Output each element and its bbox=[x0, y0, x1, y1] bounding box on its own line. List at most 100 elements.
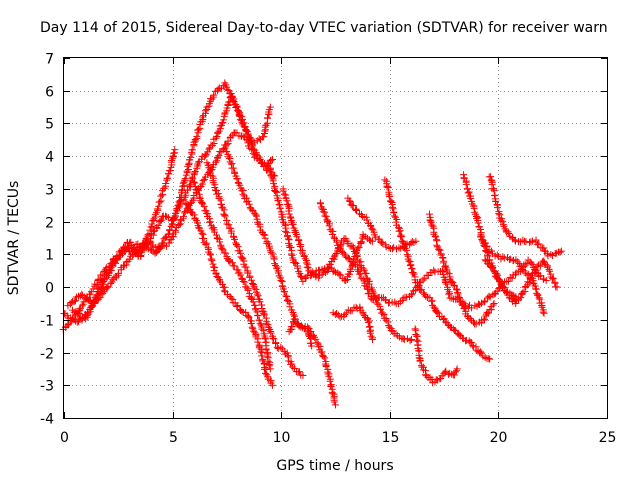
data-point-s4 bbox=[229, 96, 237, 104]
y-tick-label: -4 bbox=[40, 412, 54, 428]
data-point-s1 bbox=[269, 155, 277, 163]
data-point-s7 bbox=[296, 368, 304, 376]
data-point-s20 bbox=[514, 258, 522, 266]
data-point-s20 bbox=[499, 253, 507, 261]
y-tick-label: 3 bbox=[45, 183, 54, 199]
data-point-s19 bbox=[498, 283, 506, 291]
data-point-s11 bbox=[430, 266, 438, 274]
data-point-s10 bbox=[376, 305, 384, 313]
data-point-s17 bbox=[462, 180, 470, 188]
data-point-s17 bbox=[474, 219, 482, 227]
data-point-s2 bbox=[70, 315, 78, 323]
data-point-s10 bbox=[348, 242, 356, 250]
data-point-s5 bbox=[207, 251, 215, 259]
data-point-s19 bbox=[484, 260, 492, 268]
data-point-s4 bbox=[81, 315, 89, 323]
data-point-s4 bbox=[154, 221, 162, 229]
data-point-s15 bbox=[450, 281, 458, 289]
x-axis-label: GPS time / hours bbox=[276, 458, 393, 474]
data-point-s8 bbox=[277, 277, 285, 285]
data-point-s7 bbox=[261, 311, 269, 319]
data-point-s10 bbox=[406, 337, 414, 345]
data-point-s7 bbox=[270, 335, 278, 343]
y-tick-label: 4 bbox=[45, 150, 54, 166]
data-point-s5 bbox=[220, 287, 228, 295]
data-point-s11 bbox=[448, 294, 456, 302]
data-point-s15 bbox=[484, 309, 492, 317]
data-point-s7 bbox=[247, 276, 255, 284]
data-point-s13 bbox=[409, 269, 417, 277]
data-point-s18 bbox=[556, 248, 564, 256]
data-point-s4 bbox=[173, 207, 181, 215]
y-tick-label: 6 bbox=[45, 85, 54, 101]
data-point-s11 bbox=[385, 299, 393, 307]
data-point-s7 bbox=[299, 371, 307, 379]
data-point-s4 bbox=[83, 312, 91, 320]
data-point-s2 bbox=[78, 302, 86, 310]
data-point-s4 bbox=[156, 218, 164, 226]
data-point-s19 bbox=[493, 273, 501, 281]
data-point-s5 bbox=[187, 208, 195, 216]
data-point-s3 bbox=[158, 242, 166, 250]
data-point-s19 bbox=[531, 269, 539, 277]
data-point-s11 bbox=[521, 261, 529, 269]
data-point-s7 bbox=[214, 190, 222, 198]
data-point-s4 bbox=[220, 116, 228, 124]
data-point-s5 bbox=[257, 348, 265, 356]
data-point-s6 bbox=[264, 357, 272, 365]
data-point-s1 bbox=[201, 107, 209, 115]
data-point-s8 bbox=[332, 401, 339, 409]
data-point-s4 bbox=[98, 284, 106, 292]
data-point-s7 bbox=[256, 298, 264, 306]
data-point-s3 bbox=[212, 158, 220, 166]
data-point-s19 bbox=[517, 294, 525, 302]
data-point-s10 bbox=[301, 255, 309, 263]
data-point-s13 bbox=[434, 309, 442, 317]
data-point-s18 bbox=[499, 221, 507, 229]
data-point-s1 bbox=[233, 102, 241, 110]
data-point-s4 bbox=[177, 197, 185, 205]
data-point-s15 bbox=[489, 301, 497, 309]
data-point-s8 bbox=[252, 211, 260, 219]
data-point-s1 bbox=[187, 153, 195, 161]
data-point-s19 bbox=[540, 257, 548, 265]
data-point-s12 bbox=[334, 311, 342, 319]
data-point-s8 bbox=[239, 190, 247, 198]
data-point-s2 bbox=[127, 238, 135, 246]
data-point-s4 bbox=[119, 247, 127, 255]
data-point-s4 bbox=[212, 134, 220, 142]
data-point-s20 bbox=[540, 309, 548, 317]
data-point-s6 bbox=[266, 365, 274, 373]
data-point-s19 bbox=[549, 274, 557, 282]
data-point-s9 bbox=[342, 277, 350, 285]
data-point-s17 bbox=[484, 252, 492, 260]
data-point-s2 bbox=[157, 192, 165, 200]
data-point-s13 bbox=[405, 257, 413, 265]
data-point-s4 bbox=[140, 244, 148, 252]
data-point-s4 bbox=[236, 116, 244, 124]
data-point-s13 bbox=[450, 325, 458, 333]
data-point-s11 bbox=[319, 208, 327, 216]
data-point-s10 bbox=[303, 263, 311, 271]
data-point-s16 bbox=[411, 325, 419, 333]
data-point-s15 bbox=[481, 315, 489, 323]
data-point-s4 bbox=[228, 93, 236, 101]
data-point-s14 bbox=[352, 207, 360, 215]
data-point-s3 bbox=[180, 212, 188, 220]
data-point-s9 bbox=[276, 204, 284, 212]
data-point-s13 bbox=[418, 286, 426, 294]
data-point-s4 bbox=[150, 228, 158, 236]
data-point-s19 bbox=[491, 272, 499, 280]
data-point-s11 bbox=[442, 278, 450, 286]
data-point-s7 bbox=[262, 320, 270, 328]
data-point-s6 bbox=[206, 218, 214, 226]
data-point-s5 bbox=[208, 257, 216, 265]
data-point-s9 bbox=[365, 236, 373, 244]
data-point-s6 bbox=[216, 238, 224, 246]
data-point-s13 bbox=[388, 203, 396, 211]
data-point-s11 bbox=[356, 270, 364, 278]
data-point-s11 bbox=[333, 238, 341, 246]
y-tick-label: -2 bbox=[40, 347, 54, 363]
data-point-s4 bbox=[107, 267, 115, 275]
x-tick-label: 10 bbox=[273, 430, 291, 446]
